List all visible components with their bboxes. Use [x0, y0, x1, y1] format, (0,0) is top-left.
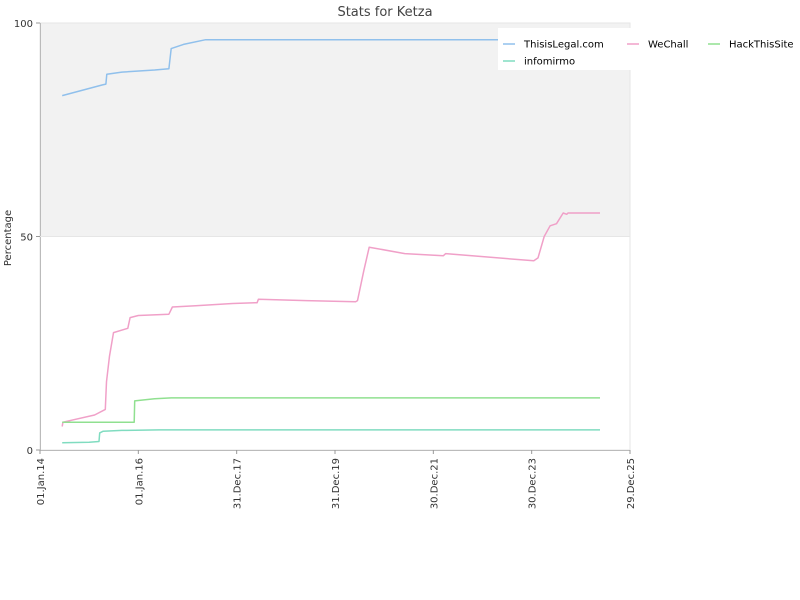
series-lines: [40, 38, 630, 444]
x-tick-label: 31.Dec.17: [233, 458, 244, 509]
x-tick-label: 31.Dec.19: [331, 458, 342, 509]
y-axis-label: Percentage: [3, 210, 14, 266]
y-axis-ticks: 0 50 100: [14, 19, 40, 457]
series-line-thisislegal-com: [62, 38, 531, 97]
x-tick-label: 01.Jan.16: [134, 458, 145, 505]
legend-label: ThisisLegal.com: [523, 40, 604, 51]
x-axis-ticks: 01.Jan.14 01.Jan.16 31.Dec.17 31.Dec.19 30.D…: [36, 450, 637, 509]
chart-title: Stats for Ketza: [337, 5, 432, 20]
legend-label: WeChall: [648, 40, 688, 51]
x-tick-label: 30.Dec.23: [528, 458, 539, 509]
y-tick-label: 50: [20, 233, 33, 244]
legend-box: [498, 28, 798, 70]
x-tick-label: 01.Jan.14: [36, 458, 47, 505]
legend-label: HackThisSite: [729, 40, 794, 51]
y-tick-label: 100: [14, 19, 33, 30]
series-line-hackthissite: [62, 397, 600, 423]
series-line-wechall: [61, 212, 600, 427]
x-tick-label: 30.Dec.21: [429, 458, 440, 509]
y-tick-label: 0: [27, 446, 33, 457]
series-line-infomirmo: [62, 429, 600, 444]
x-tick-label: 29.Dec.25: [626, 458, 637, 509]
legend-label: infomirmo: [524, 57, 575, 68]
legend: ThisisLegal.com WeChall HackThisSite infomi…: [498, 28, 798, 70]
